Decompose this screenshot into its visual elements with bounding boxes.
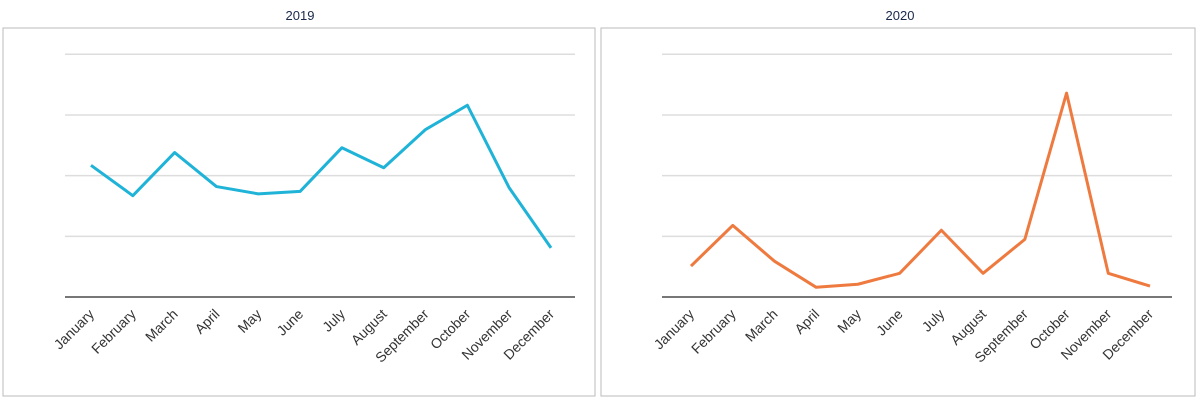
panel-frame [2, 27, 596, 397]
line-series [689, 91, 1151, 289]
chart-title: 2019 [286, 8, 315, 23]
panel-frame [600, 27, 1196, 397]
line-series [90, 103, 553, 249]
chart-title: 2020 [886, 8, 915, 23]
